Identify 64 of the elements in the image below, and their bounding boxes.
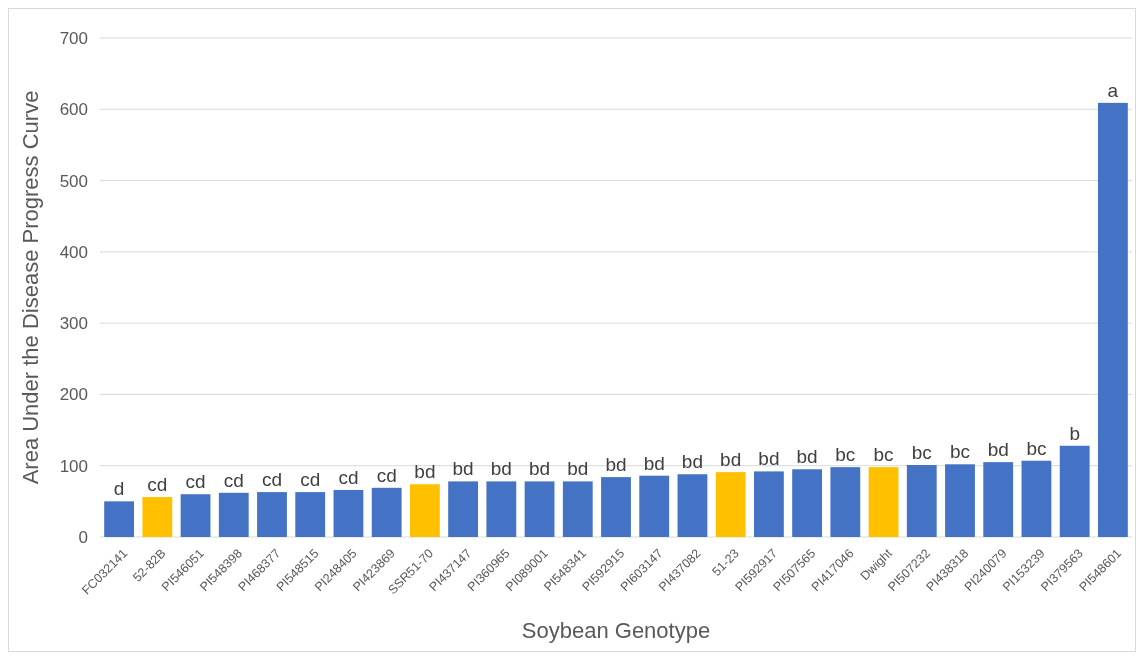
y-tick-label: 500: [59, 171, 88, 191]
data-label: bd: [452, 458, 474, 480]
y-tick-label: 200: [59, 385, 88, 405]
data-label: a: [1107, 79, 1119, 101]
data-label: bd: [567, 458, 589, 480]
data-label: cd: [223, 469, 244, 491]
bar: [753, 471, 784, 537]
bar: [524, 481, 555, 537]
bar: [142, 497, 173, 537]
data-label: bd: [605, 454, 627, 476]
data-label: bc: [835, 444, 856, 466]
data-label: cd: [300, 469, 321, 491]
data-label: bd: [987, 439, 1009, 461]
bar: [409, 484, 440, 537]
data-label: cd: [185, 471, 206, 493]
bar: [486, 481, 517, 537]
data-label: cd: [338, 466, 359, 488]
y-axis-title: Area Under the Disease Progress Curve: [18, 90, 43, 485]
bar: [715, 472, 746, 537]
data-label: cd: [376, 464, 397, 486]
bar: [906, 465, 937, 537]
data-label: bc: [949, 441, 971, 463]
data-label: cd: [261, 469, 283, 491]
x-axis-title: Soybean Genotype: [521, 618, 711, 643]
bar: [218, 492, 249, 537]
bar: [868, 467, 899, 537]
bar: [448, 481, 479, 537]
y-tick-label: 400: [59, 242, 88, 262]
data-label: bd: [490, 458, 512, 480]
bar: [333, 489, 364, 537]
data-label: bd: [414, 461, 436, 483]
y-tick-label: 100: [59, 456, 88, 476]
bar: [601, 477, 631, 537]
bar: [983, 462, 1014, 537]
y-tick-label: 0: [78, 527, 88, 547]
data-label: cd: [147, 474, 168, 496]
y-tick-label: 600: [59, 100, 88, 120]
bar: [830, 467, 861, 537]
y-tick-label: 300: [59, 314, 88, 334]
bar: [257, 492, 287, 537]
data-label: bd: [643, 452, 665, 474]
bar: [104, 501, 135, 537]
data-label: bd: [758, 448, 780, 470]
data-label: bd: [796, 446, 818, 468]
bar: [1021, 460, 1052, 537]
bar: [295, 492, 326, 537]
bar: [792, 469, 823, 537]
bar: [1059, 445, 1090, 537]
data-label: b: [1069, 422, 1080, 444]
data-label: bd: [681, 451, 704, 473]
bar: [562, 481, 593, 537]
y-tick-label: 700: [59, 28, 88, 48]
data-label: bd: [528, 458, 551, 480]
bar: [945, 464, 975, 537]
data-label: bd: [720, 449, 742, 471]
bar: [180, 494, 211, 537]
data-label: bc: [873, 444, 894, 466]
bar: [639, 475, 670, 537]
data-label: bc: [911, 442, 932, 463]
data-label: d: [113, 478, 125, 500]
bar: [371, 487, 402, 537]
bar: [1097, 102, 1128, 537]
data-label: bc: [1026, 437, 1047, 459]
bar: [677, 474, 708, 537]
